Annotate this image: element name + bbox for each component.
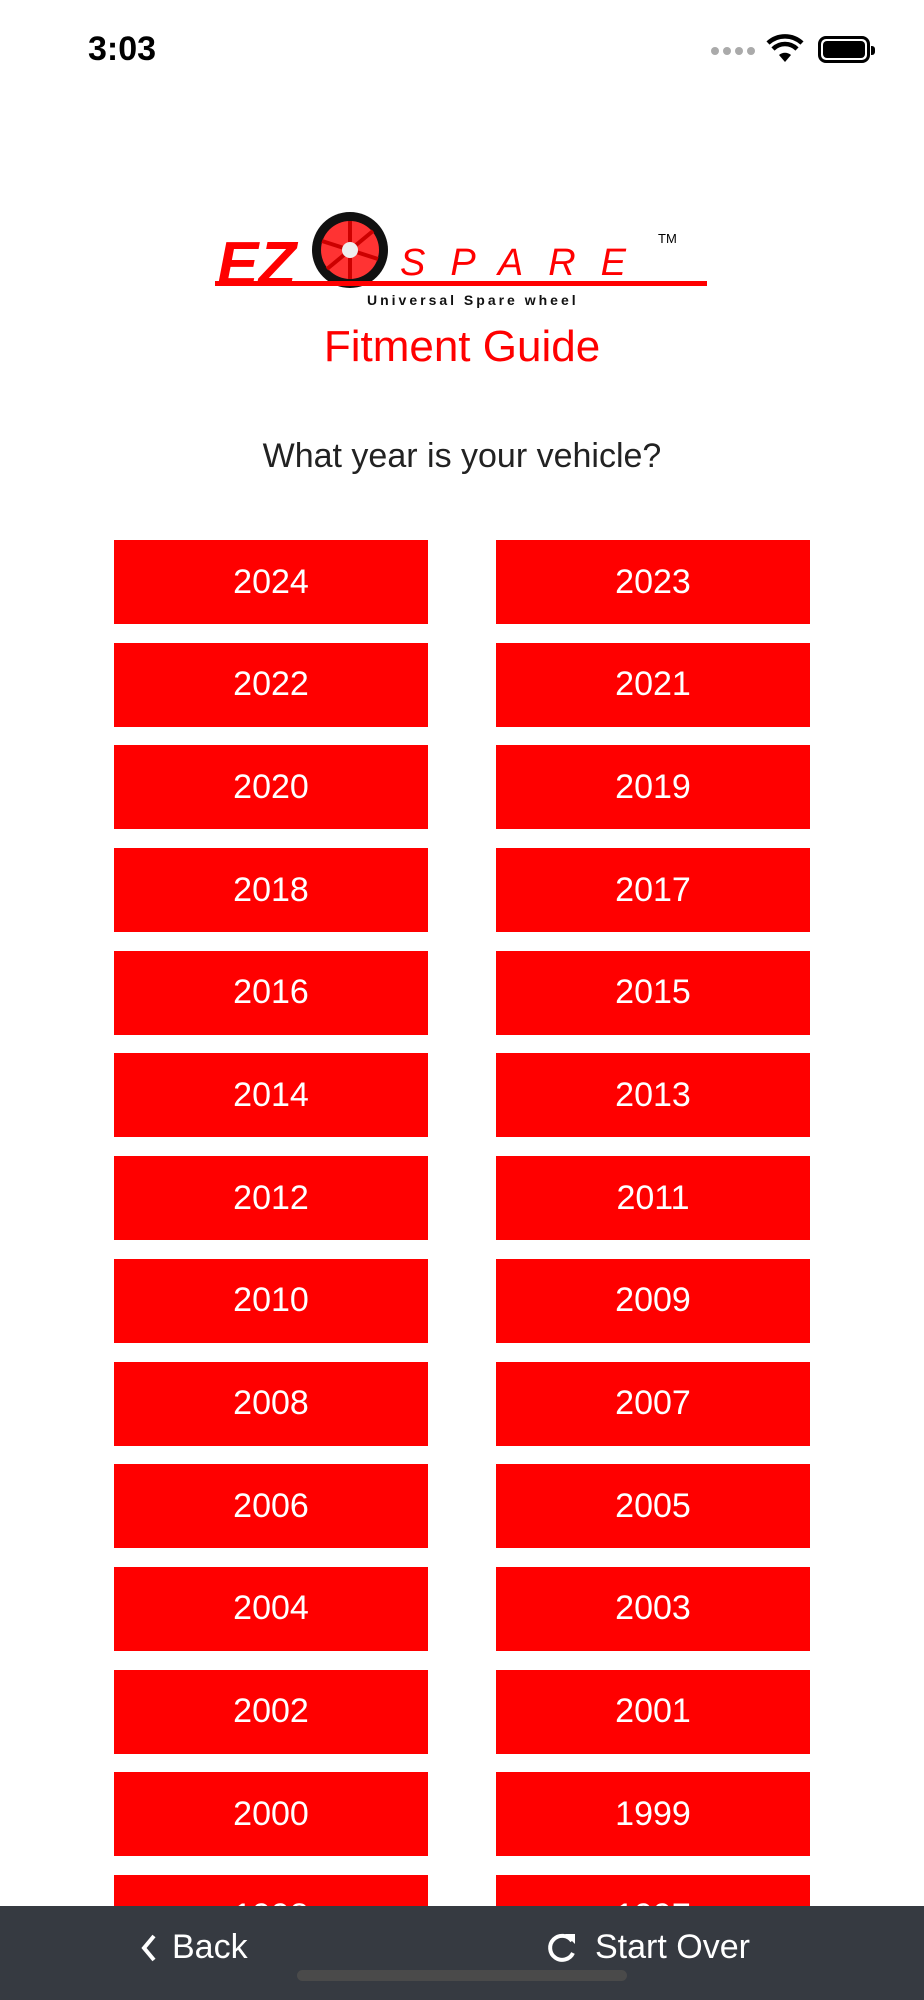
year-grid: 2024 2023 2022 2021 2020 2019 2018 2017 2016 2015… <box>114 540 810 1959</box>
year-button-2023[interactable]: 2023 <box>496 540 810 624</box>
year-button-2017[interactable]: 2017 <box>496 848 810 933</box>
year-button-2009[interactable]: 2009 <box>496 1258 810 1343</box>
year-button-2015[interactable]: 2015 <box>496 950 810 1035</box>
year-button-2018[interactable]: 2018 <box>114 848 428 933</box>
start-over-label: Start Over <box>595 1928 750 1966</box>
ez-spare-logo: EZ SPARE TM Universal Spare wheel <box>215 212 707 308</box>
year-button-2020[interactable]: 2020 <box>114 745 428 830</box>
year-button-2011[interactable]: 2011 <box>496 1156 810 1241</box>
year-button-2012[interactable]: 2012 <box>114 1156 428 1241</box>
year-button-1999[interactable]: 1999 <box>496 1772 810 1857</box>
status-time: 3:03 <box>88 30 157 68</box>
wifi-icon <box>766 34 804 62</box>
year-button-2004[interactable]: 2004 <box>114 1566 428 1651</box>
year-button-2014[interactable]: 2014 <box>114 1053 428 1138</box>
year-button-2002[interactable]: 2002 <box>114 1669 428 1754</box>
svg-text:TM: TM <box>658 231 677 246</box>
year-button-2010[interactable]: 2010 <box>114 1258 428 1343</box>
battery-icon <box>818 36 875 63</box>
home-indicator <box>297 1970 627 1981</box>
bottom-bar: Back Start Over <box>0 1906 924 2000</box>
svg-text:EZ: EZ <box>217 230 298 299</box>
signal-icon <box>711 47 755 55</box>
year-button-2006[interactable]: 2006 <box>114 1464 428 1549</box>
back-button[interactable]: Back <box>140 1928 248 1967</box>
status-bar: 3:03 <box>0 0 924 100</box>
year-button-2005[interactable]: 2005 <box>496 1464 810 1549</box>
start-over-button[interactable]: Start Over <box>545 1928 750 1967</box>
year-button-2007[interactable]: 2007 <box>496 1361 810 1446</box>
year-button-2003[interactable]: 2003 <box>496 1566 810 1651</box>
year-button-2000[interactable]: 2000 <box>114 1772 428 1857</box>
refresh-icon <box>548 1933 575 1962</box>
page-title: Fitment Guide <box>323 322 601 371</box>
year-button-2019[interactable]: 2019 <box>496 745 810 830</box>
year-button-2016[interactable]: 2016 <box>114 950 428 1035</box>
year-button-2008[interactable]: 2008 <box>114 1361 428 1446</box>
svg-text:SPARE: SPARE <box>400 242 651 284</box>
year-button-2021[interactable]: 2021 <box>496 642 810 727</box>
year-button-2022[interactable]: 2022 <box>114 642 428 727</box>
chevron-left-icon <box>141 1934 156 1961</box>
back-label: Back <box>172 1928 248 1966</box>
year-button-2013[interactable]: 2013 <box>496 1053 810 1138</box>
year-button-2001[interactable]: 2001 <box>496 1669 810 1754</box>
year-button-2024[interactable]: 2024 <box>114 540 428 624</box>
year-question: What year is your vehicle? <box>262 437 662 475</box>
svg-text:Universal Spare wheel: Universal Spare wheel <box>367 292 579 308</box>
